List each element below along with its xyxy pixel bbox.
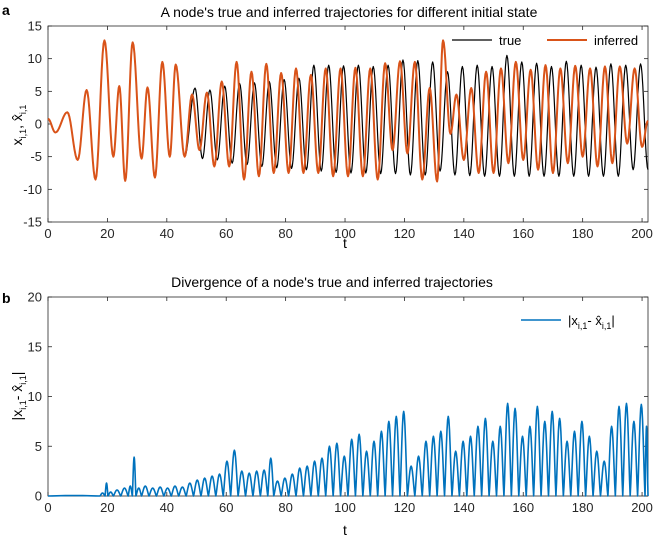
panel-a-plot: 0 20 40 60 80 100 120 140 160 180 200 -15 -10 -5 0 5 10 1… — [23, 19, 653, 242]
panel-a-xtick-label: 60 — [219, 226, 233, 241]
panel-a-ytick-label: 0 — [35, 117, 42, 132]
panel-a-ytick-label: -5 — [30, 149, 42, 164]
panel-b-ylabel-sub: i,1 — [18, 400, 28, 410]
panel-a-xtick-label: 180 — [572, 226, 594, 241]
panel-a-xtick-label: 40 — [160, 226, 174, 241]
panel-b-legend-label: |xi,1- x̂i,1| — [568, 313, 615, 331]
panel-b-xtick-label: 160 — [512, 500, 534, 515]
panel-a-ytick-label: -10 — [23, 182, 42, 197]
panel-a-ytick-label: 15 — [28, 19, 42, 34]
panel-a-xtick-label: 200 — [631, 226, 653, 241]
panel-b-legend-label-part: |x — [568, 313, 578, 328]
panel-b-xtick-label: 140 — [453, 500, 475, 515]
panel-a-letter: a — [2, 2, 10, 18]
panel-b-ylabel-end: | — [9, 372, 25, 376]
panel-a-ylabel-x: x — [9, 138, 25, 145]
panel-b-xlabel: t — [343, 522, 347, 538]
panel-a-ylabel: xi,1, x̂i,1 — [9, 105, 28, 146]
panel-b-legend-label-part: i,1 — [578, 321, 588, 331]
panel-a-xtick-label: 160 — [512, 226, 534, 241]
panel-b-xtick-label: 20 — [100, 500, 114, 515]
panel-b-xtick-label: 180 — [572, 500, 594, 515]
panel-a-ylabel-sep: , — [9, 121, 25, 129]
panel-b-ylabel: |xi,1- x̂i,1| — [9, 372, 28, 421]
panel-b-legend-label-part: i,1 — [602, 321, 612, 331]
panel-a-legend-true-label: true — [499, 33, 521, 48]
panel-a-xtick-label: 20 — [100, 226, 114, 241]
panel-a-xtick-label: 120 — [394, 226, 416, 241]
panel-b-ytick-label: 20 — [28, 290, 42, 305]
panel-b-xtick-label: 120 — [394, 500, 416, 515]
panel-b-ylabel-hat-sub: i,1 — [18, 375, 28, 385]
panel-b-xtick-label: 0 — [44, 500, 51, 515]
panel-b-ytick-label: 5 — [35, 439, 42, 454]
panel-b-ytick-label: 15 — [28, 339, 42, 354]
panel-b-ylabel-sep: - — [9, 392, 25, 401]
panel-b-ylabel-x: |x — [9, 410, 25, 421]
panel-b-title: Divergence of a node's true and inferred… — [171, 274, 493, 290]
panel-a-legend-inferred-label: inferred — [594, 33, 638, 48]
panel-a-xtick-label: 80 — [278, 226, 292, 241]
panel-b-xtick-label: 80 — [278, 500, 292, 515]
panel-a-ylabel-hat-sub: i,1 — [18, 105, 28, 115]
panel-b-xtick-label: 200 — [631, 500, 653, 515]
panel-b-xtick-label: 40 — [160, 500, 174, 515]
panel-b-axes-box — [47, 296, 649, 497]
panel-a-xtick-label: 100 — [334, 226, 356, 241]
panel-a-legend: true inferred — [452, 33, 638, 48]
panel-b-ytick-label: 10 — [28, 389, 42, 404]
panel-a-ylabel-sub: i,1 — [18, 129, 28, 139]
panel-a-title: A node's true and inferred trajectories … — [161, 4, 538, 20]
panel-a-ylabel-hat: x̂ — [9, 114, 25, 121]
panel-b-legend-label-part: x̂ — [595, 313, 602, 328]
panel-a-series-inferred-line — [47, 39, 649, 183]
panel-b-ylabel-hat: x̂ — [9, 385, 25, 392]
panel-b-legend-label-part: - — [587, 313, 595, 328]
panel-b-letter: b — [2, 290, 11, 306]
panel-a-xlabel: t — [343, 235, 347, 251]
panel-a-ytick-label: -15 — [23, 215, 42, 230]
panel-a-xtick-label: 140 — [453, 226, 475, 241]
panel-b-plot: 0 20 40 60 80 100 120 140 160 180 20005101520|xi,1… — [28, 290, 653, 516]
panel-b-series-divergence-line — [47, 402, 649, 497]
panel-b-ytick-label: 0 — [35, 489, 42, 504]
panel-a-xtick-label: 0 — [44, 226, 51, 241]
panel-a-ytick-label: 5 — [35, 84, 42, 99]
panel-b-legend: |xi,1- x̂i,1| — [521, 313, 615, 331]
panel-b-xtick-label: 60 — [219, 500, 233, 515]
panel-b-legend-label-part: | — [611, 313, 614, 328]
panel-b-xtick-label: 100 — [334, 500, 356, 515]
panel-a-ytick-label: 10 — [28, 51, 42, 66]
